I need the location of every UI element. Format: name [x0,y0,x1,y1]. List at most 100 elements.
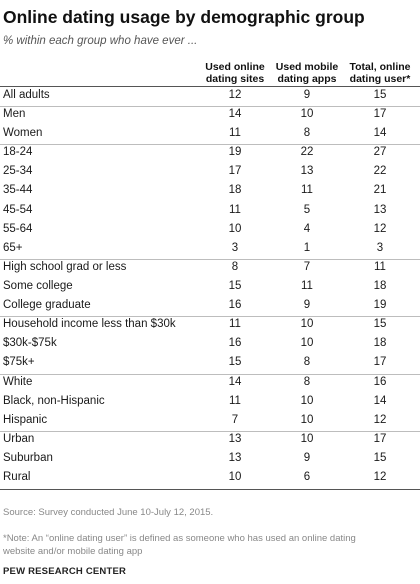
table-row: Men 14 10 17 [0,106,420,125]
cell-value: 15 [228,280,242,292]
cell-value: 8 [303,356,311,368]
row-label: Household income less than $30k [3,318,176,330]
cell-value: 14 [373,127,387,139]
table-row: All adults 12 9 15 [0,87,420,106]
cell-value: 14 [373,395,387,407]
cell-value: 10 [300,395,314,407]
col-header-online-sites: Used online dating sites [190,61,280,85]
cell-value: 14 [228,376,242,388]
row-label: Black, non-Hispanic [3,395,105,407]
cell-value: 5 [303,204,311,216]
cell-value: 12 [228,89,242,101]
cell-value: 16 [373,376,387,388]
group-divider [0,374,420,375]
row-label: Men [3,108,26,120]
cell-value: 17 [373,108,387,120]
cell-value: 10 [300,318,314,330]
cell-value: 11 [301,280,313,292]
cell-value: 11 [229,127,241,139]
table-row: 65+ 3 1 3 [0,240,420,259]
table-row: $30k-$75k 16 10 18 [0,335,420,354]
cell-value: 21 [373,184,387,196]
cell-value: 10 [228,223,242,235]
cell-value: 6 [303,471,311,483]
chart-title: Online dating usage by demographic group [3,7,365,27]
table-row: Women 11 8 14 [0,125,420,144]
col-header-total: Total, online dating user* [335,61,420,85]
row-label: Some college [3,280,73,292]
table-row: 35-44 18 11 21 [0,182,420,201]
group-divider [0,259,420,260]
cell-value: 18 [228,184,242,196]
table-row: Some college 15 11 18 [0,278,420,297]
footnote-line: *Note: An “online dating user” is define… [3,533,356,544]
chart-subtitle: % within each group who have ever ... [3,35,198,47]
cell-value: 8 [303,376,311,388]
cell-value: 4 [303,223,311,235]
cell-value: 13 [228,452,242,464]
table-row: 25-34 17 13 22 [0,163,420,182]
col-header-line: Used online [205,61,265,73]
cell-value: 9 [303,452,311,464]
row-label: 65+ [3,242,23,254]
cell-value: 17 [228,165,242,177]
cell-value: 16 [228,299,242,311]
row-label: 45-54 [3,204,33,216]
group-divider [0,144,420,145]
row-label: Urban [3,433,35,445]
cell-value: 27 [373,146,387,158]
cell-value: 11 [229,395,241,407]
col-header-line: dating apps [277,73,337,85]
table-row: Rural 10 6 12 [0,469,420,488]
cell-value: 14 [228,108,242,120]
table-row: White 14 8 16 [0,374,420,393]
cell-value: 11 [374,261,386,273]
cell-value: 7 [303,261,311,273]
cell-value: 15 [373,452,387,464]
cell-value: 3 [376,242,384,254]
cell-value: 9 [303,89,311,101]
table-row: Black, non-Hispanic 11 10 14 [0,393,420,412]
row-label: $75k+ [3,356,35,368]
cell-value: 10 [300,108,314,120]
row-label: Suburban [3,452,53,464]
row-label: All adults [3,89,50,101]
cell-value: 22 [300,146,314,158]
cell-value: 13 [300,165,314,177]
table-row: College graduate 16 9 19 [0,297,420,316]
cell-value: 19 [373,299,387,311]
cell-value: 13 [373,204,387,216]
cell-value: 7 [231,414,239,426]
cell-value: 11 [229,318,241,330]
cell-value: 17 [373,356,387,368]
cell-value: 16 [228,337,242,349]
row-label: Hispanic [3,414,48,426]
credit-line: PEW RESEARCH CENTER [3,566,127,577]
col-header-mobile-apps: Used mobile dating apps [262,61,352,85]
row-label: 25-34 [3,165,33,177]
footnote-line: website and/or mobile dating app [3,546,143,557]
cell-value: 13 [228,433,242,445]
row-label: Rural [3,471,31,483]
col-header-line: dating user* [349,73,411,85]
cell-value: 10 [228,471,242,483]
cell-value: 12 [373,414,387,426]
table-row: Urban 13 10 17 [0,431,420,450]
cell-value: 15 [373,89,387,101]
cell-value: 19 [228,146,242,158]
row-label: College graduate [3,299,91,311]
table-row: Household income less than $30k 11 10 15 [0,316,420,335]
table-row: 45-54 11 5 13 [0,202,420,221]
cell-value: 1 [303,242,311,254]
cell-value: 8 [303,127,311,139]
group-divider [0,106,420,107]
cell-value: 10 [300,414,314,426]
col-header-line: Total, online [349,61,411,73]
cell-value: 11 [229,204,241,216]
table-row: High school grad or less 8 7 11 [0,259,420,278]
header-rule [0,86,420,87]
cell-value: 22 [373,165,387,177]
group-divider [0,431,420,432]
cell-value: 10 [300,337,314,349]
